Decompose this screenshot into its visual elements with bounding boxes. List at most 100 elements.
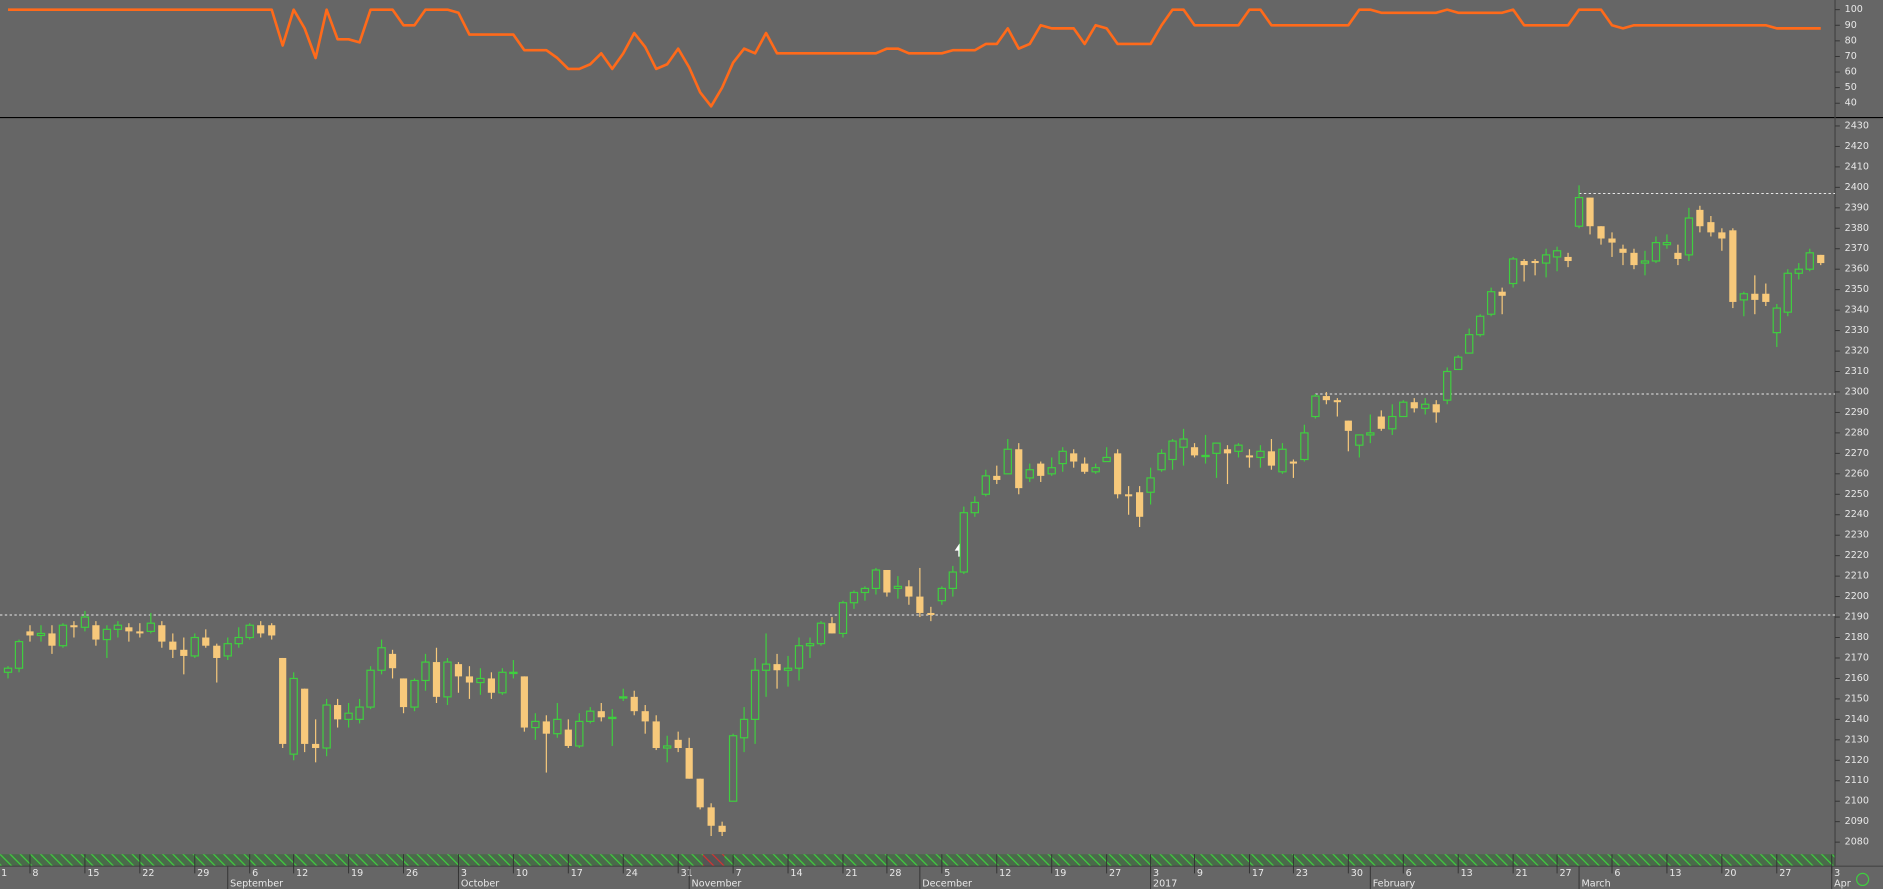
y-tick-label: 2360 (1845, 264, 1869, 275)
y-tick-label: 2370 (1845, 243, 1869, 254)
candle-body (1168, 440, 1177, 461)
x-tick-label: 21 (1516, 868, 1528, 879)
candle-body (1762, 293, 1770, 302)
candle-body (1245, 455, 1254, 458)
candle-body (158, 625, 166, 642)
candle-body (1399, 401, 1408, 418)
candle-body (641, 711, 649, 722)
x-tick-label: 9 (1197, 868, 1203, 879)
candle-body (421, 661, 430, 682)
candle-body (761, 663, 771, 671)
x-tick-label: 13 (1461, 868, 1473, 879)
candle-body (388, 653, 397, 669)
x-tick-label: 17 (571, 868, 583, 879)
candle-body (575, 720, 584, 747)
candle-body (202, 637, 210, 646)
candle-body (1574, 196, 1584, 227)
y-tick-label: 2300 (1845, 386, 1869, 397)
candle-body (871, 569, 881, 590)
x-tick-label: 19 (351, 868, 363, 879)
candle-body (432, 662, 441, 697)
x-tick-label: 6 (1614, 868, 1620, 879)
y-tick-label: 60 (1845, 67, 1857, 78)
y-tick-label: 2080 (1845, 837, 1869, 848)
x-tick-label: 5 (944, 868, 950, 879)
x-major-label: October (461, 879, 499, 889)
y-tick-label: 2210 (1845, 571, 1869, 582)
candle-body (1586, 197, 1594, 227)
candle-body (553, 718, 562, 735)
x-major-label: Apr (1834, 879, 1851, 889)
candle-body (268, 625, 276, 636)
candle-body (1234, 444, 1243, 452)
candle-body (443, 661, 452, 698)
candle-body (465, 676, 474, 683)
x-tick-label: 22 (142, 868, 154, 879)
x-tick-label: 29 (197, 868, 209, 879)
candle-body (366, 669, 375, 708)
x-tick-label: 17 (1252, 868, 1264, 879)
candle-body (279, 657, 287, 744)
candle-body (125, 627, 133, 632)
candle-body (948, 571, 958, 590)
candle-body (893, 585, 903, 590)
candle-body (773, 664, 781, 671)
candle-body (410, 679, 419, 708)
y-tick-label: 2420 (1845, 141, 1869, 152)
candle-body (454, 664, 463, 677)
candle-body (1794, 268, 1803, 274)
y-tick-label: 40 (1845, 98, 1857, 109)
candle-body (883, 569, 891, 593)
candle-body (728, 735, 738, 802)
candle-body (849, 591, 859, 604)
candle-body (1114, 453, 1122, 495)
date-strip (0, 854, 1836, 867)
x-tick-label: 14 (790, 868, 802, 879)
candle-body (1081, 463, 1089, 472)
y-tick-label: 2290 (1845, 407, 1869, 418)
candle-body (1223, 449, 1232, 454)
x-tick-label: 20 (1724, 868, 1736, 879)
candle-body (245, 624, 254, 639)
x-tick-label: 28 (889, 868, 901, 879)
x-tick-label: 23 (1296, 868, 1308, 879)
candle-body (905, 586, 913, 597)
x-major-label: 2017 (1153, 879, 1177, 889)
candle-body (1464, 334, 1474, 354)
candle-body (70, 625, 78, 628)
candle-body (1333, 400, 1341, 403)
candle-body (169, 641, 177, 650)
candle-body (1608, 238, 1616, 243)
candle-body (1520, 261, 1528, 266)
candle-body (1256, 450, 1265, 459)
candle-body (1531, 261, 1539, 264)
x-tick-label: 27 (1779, 868, 1791, 879)
y-tick-label: 2240 (1845, 509, 1869, 520)
candle-body (1684, 217, 1694, 256)
x-tick-label: 13 (1669, 868, 1681, 879)
candle-body (685, 748, 693, 779)
candle-body (1212, 442, 1221, 454)
candle-body (1805, 252, 1814, 270)
candle-body (190, 636, 199, 657)
candle-body (1278, 448, 1287, 473)
plot-layer: 4050607080901002080209021002110212021302… (0, 4, 1869, 889)
candle-body (301, 688, 309, 744)
candle-body (1432, 404, 1440, 413)
candle-body (993, 475, 1001, 480)
x-major-label: February (1373, 879, 1416, 889)
candle-body (1619, 248, 1627, 253)
candle-body (739, 718, 749, 739)
x-major-label: March (1581, 879, 1610, 889)
candle-body (586, 710, 595, 723)
y-tick-label: 2410 (1845, 161, 1869, 172)
x-tick-label: 27 (1559, 868, 1571, 879)
candle-body (816, 622, 826, 645)
y-tick-label: 2310 (1845, 366, 1869, 377)
candle-body (750, 669, 760, 720)
candle-body (916, 596, 924, 613)
signal-arrow (954, 543, 965, 557)
candle-body (1640, 260, 1650, 264)
candle-body (619, 696, 628, 699)
